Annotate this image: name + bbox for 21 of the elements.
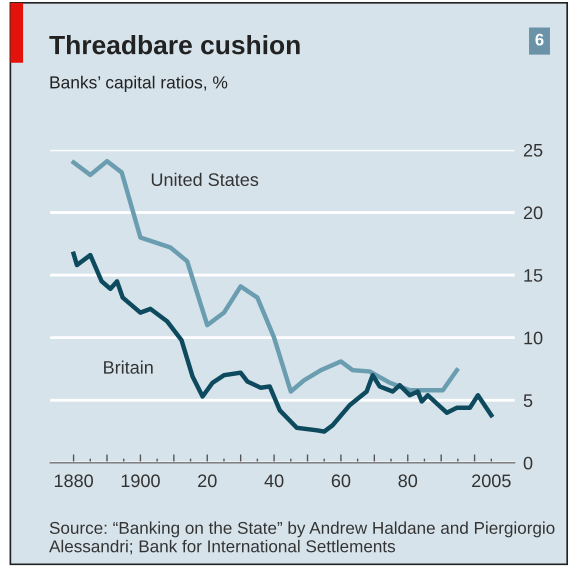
x-tick-label: 2005 [472, 474, 511, 488]
x-tick-label: 40 [264, 474, 284, 488]
chart-subtitle: Banks’ capital ratios, % [50, 76, 228, 92]
y-tick-label: 0 [524, 456, 532, 470]
x-tick-label: 20 [198, 474, 217, 488]
y-tick-label: 20 [524, 206, 542, 220]
series-label: Britain [104, 360, 153, 374]
x-tick-label: 1880 [54, 474, 93, 488]
y-tick-label: 25 [524, 144, 542, 157]
y-tick-label: 10 [524, 332, 542, 344]
chart-title: Threadbare cushion [49, 35, 300, 54]
series-label: United States [152, 172, 258, 186]
text: 6 [535, 34, 544, 46]
x-tick-label: 60 [332, 474, 350, 488]
y-tick-label: 5 [524, 394, 532, 407]
x-tick-label: 1900 [122, 474, 160, 488]
y-tick-label: 15 [524, 269, 542, 282]
line-series [71, 252, 494, 434]
source-note: Source: “Banking on the State” by Andrew Haldane and Piergiorgio Alessandri; Bank for International Settlements [49, 521, 554, 554]
line-series [71, 158, 460, 394]
x-tick-label: 80 [398, 474, 418, 488]
